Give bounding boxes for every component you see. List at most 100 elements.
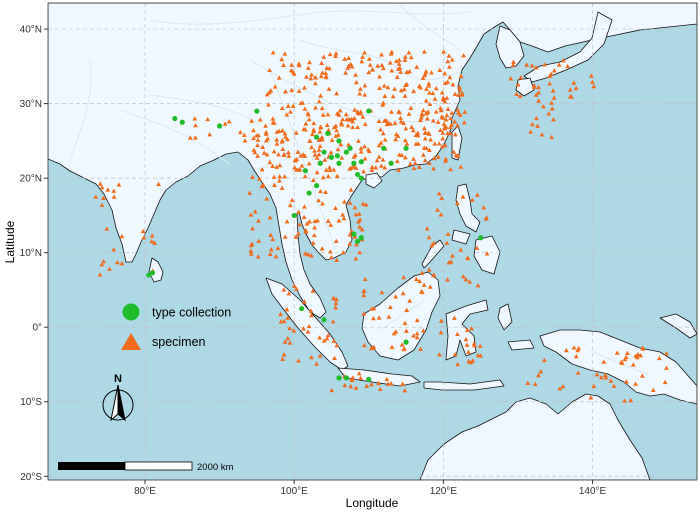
specimen-point-669 bbox=[431, 272, 436, 278]
specimen-point-414 bbox=[271, 174, 277, 179]
specimen-point-560 bbox=[332, 355, 337, 360]
y-tick-label-0: 40°N bbox=[20, 25, 42, 36]
specimen-point-379 bbox=[250, 174, 255, 179]
specimen-point-40 bbox=[360, 54, 366, 59]
specimen-point-628 bbox=[362, 276, 368, 282]
specimen-point-493 bbox=[437, 127, 443, 132]
specimen-point-500 bbox=[432, 96, 438, 101]
specimen-point-753 bbox=[400, 381, 405, 386]
specimen-point-480 bbox=[420, 107, 426, 113]
specimen-point-342 bbox=[273, 254, 279, 259]
specimen-point-585 bbox=[296, 358, 301, 363]
land-bismarck bbox=[659, 313, 697, 339]
specimen-point-526 bbox=[515, 82, 521, 87]
specimen-point-793 bbox=[270, 116, 276, 121]
specimen-point-313 bbox=[445, 58, 451, 64]
specimen-point-612 bbox=[414, 335, 420, 340]
specimen-point-276 bbox=[411, 165, 417, 171]
specimen-point-784 bbox=[226, 119, 232, 124]
specimen-point-781 bbox=[237, 129, 243, 135]
specimen-point-672 bbox=[438, 318, 444, 323]
specimen-point-763 bbox=[156, 181, 161, 187]
specimen-point-90 bbox=[312, 80, 318, 86]
y-axis: 40°N 30°N 20°N 10°N 0° 10°S 20°S bbox=[20, 25, 48, 483]
specimen-point-523 bbox=[511, 59, 516, 64]
y-tick-label-2: 20°N bbox=[20, 174, 42, 185]
specimen-point-531 bbox=[556, 62, 562, 67]
specimen-point-85 bbox=[448, 130, 454, 136]
specimen-point-11 bbox=[409, 124, 415, 129]
specimen-point-408 bbox=[264, 196, 270, 201]
specimen-point-711 bbox=[573, 353, 579, 359]
specimen-point-318 bbox=[279, 105, 285, 111]
specimen-point-285 bbox=[350, 119, 356, 124]
specimen-point-714 bbox=[536, 372, 541, 378]
specimen-point-107 bbox=[342, 56, 348, 61]
specimen-point-542 bbox=[549, 100, 555, 105]
specimen-point-334 bbox=[275, 245, 281, 251]
specimen-point-421 bbox=[356, 211, 362, 216]
type-collection-point-28 bbox=[388, 160, 394, 166]
specimen-point-206 bbox=[360, 114, 366, 119]
x-tick-label-1: 100°E bbox=[280, 486, 308, 497]
specimen-point-693 bbox=[622, 398, 627, 403]
specimen-point-283 bbox=[318, 93, 324, 98]
specimen-point-724 bbox=[664, 351, 669, 356]
specimen-point-536 bbox=[533, 92, 539, 97]
specimen-point-297 bbox=[448, 166, 453, 172]
specimen-point-378 bbox=[302, 173, 308, 179]
specimen-point-87 bbox=[333, 51, 339, 56]
specimen-point-413 bbox=[281, 151, 287, 157]
specimen-point-341 bbox=[323, 189, 328, 195]
scale-bar-label: 2000 km bbox=[197, 462, 234, 473]
specimen-point-267 bbox=[389, 68, 395, 73]
specimen-point-252 bbox=[276, 152, 281, 157]
specimen-point-577 bbox=[301, 299, 307, 304]
specimen-point-352 bbox=[312, 225, 317, 230]
specimen-point-103 bbox=[449, 57, 455, 62]
north-arrow-right-half bbox=[117, 384, 126, 422]
specimen-point-47 bbox=[462, 109, 468, 114]
specimen-point-723 bbox=[640, 345, 646, 350]
specimen-point-310 bbox=[459, 92, 465, 97]
specimen-point-610 bbox=[417, 278, 422, 283]
specimen-point-277 bbox=[441, 49, 447, 54]
specimen-point-387 bbox=[308, 253, 314, 258]
specimen-point-741 bbox=[356, 371, 362, 376]
specimen-point-395 bbox=[348, 187, 354, 192]
specimen-point-270 bbox=[420, 152, 426, 157]
specimen-point-492 bbox=[443, 117, 449, 122]
specimen-point-775 bbox=[97, 181, 103, 186]
specimen-point-697 bbox=[594, 372, 600, 377]
type-collection-point-18 bbox=[347, 145, 353, 151]
specimen-point-450 bbox=[362, 121, 368, 127]
specimen-point-574 bbox=[309, 354, 314, 360]
specimen-point-645 bbox=[427, 284, 433, 289]
specimen-point-323 bbox=[259, 167, 265, 172]
specimen-point-373 bbox=[248, 212, 254, 217]
specimen-point-384 bbox=[314, 155, 320, 160]
specimen-point-125 bbox=[422, 136, 428, 141]
specimen-point-582 bbox=[291, 328, 297, 333]
specimen-point-578 bbox=[284, 307, 290, 312]
specimen-point-567 bbox=[281, 318, 287, 324]
specimen-point-326 bbox=[287, 202, 293, 208]
specimen-point-321 bbox=[357, 249, 363, 255]
land-maluku bbox=[497, 303, 513, 331]
specimen-point-327 bbox=[289, 197, 295, 203]
specimen-point-682 bbox=[469, 326, 475, 331]
y-tick-label-4: 0° bbox=[32, 323, 42, 334]
specimen-point-774 bbox=[99, 202, 105, 208]
type-collection-point-15 bbox=[354, 238, 361, 245]
type-collection-point-29 bbox=[403, 145, 409, 151]
specimen-point-689 bbox=[455, 331, 460, 337]
legend: type collection specimen bbox=[121, 303, 231, 350]
specimen-point-15 bbox=[427, 147, 432, 153]
specimen-point-453 bbox=[340, 250, 346, 255]
specimen-point-700 bbox=[633, 381, 638, 386]
specimen-point-490 bbox=[436, 141, 442, 146]
specimen-point-470 bbox=[453, 152, 459, 158]
specimen-point-641 bbox=[475, 283, 481, 288]
specimen-point-658 bbox=[426, 234, 432, 240]
specimen-point-717 bbox=[638, 353, 643, 358]
